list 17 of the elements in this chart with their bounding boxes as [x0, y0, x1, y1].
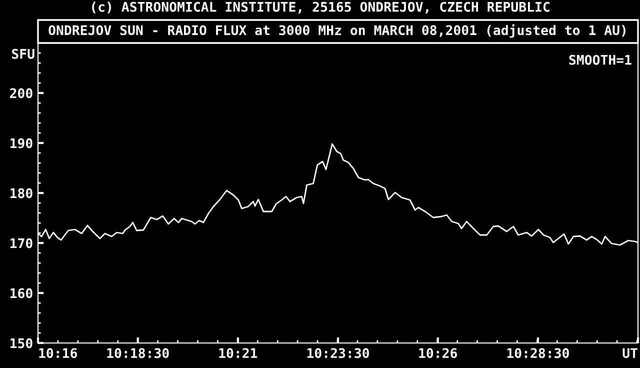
y-axis-title: SFU — [12, 48, 34, 59]
x-tick-label: 10:23:30 — [307, 348, 369, 358]
y-tick-label: 160 — [10, 288, 32, 298]
annotation: SMOOTH=1 — [569, 54, 632, 65]
x-tick-label: UT — [622, 348, 638, 358]
y-tick-label: 180 — [10, 188, 32, 198]
chart-title: (c) ASTRONOMICAL INSTITUTE, 25165 ONDREJOV, CZECH REPUBLIC — [92, 2, 550, 14]
x-tick-label: 10:21 — [219, 348, 258, 358]
x-tick-label: 10:16 — [39, 348, 78, 358]
y-tick-label: 200 — [10, 88, 32, 98]
y-tick-label: 190 — [10, 138, 32, 148]
x-tick-label: 10:26 — [419, 348, 457, 358]
y-tick-label: 170 — [10, 238, 32, 248]
y-tick-label: 150 — [10, 338, 32, 348]
x-tick-label: 10:28:30 — [507, 348, 569, 358]
x-tick-label: 10:18:30 — [107, 348, 169, 358]
chart-subtitle: ONDREJOV SUN - RADIO FLUX at 3000 MHz on MARCH 08,2001 (adjusted to 1 AU) — [48, 24, 626, 38]
